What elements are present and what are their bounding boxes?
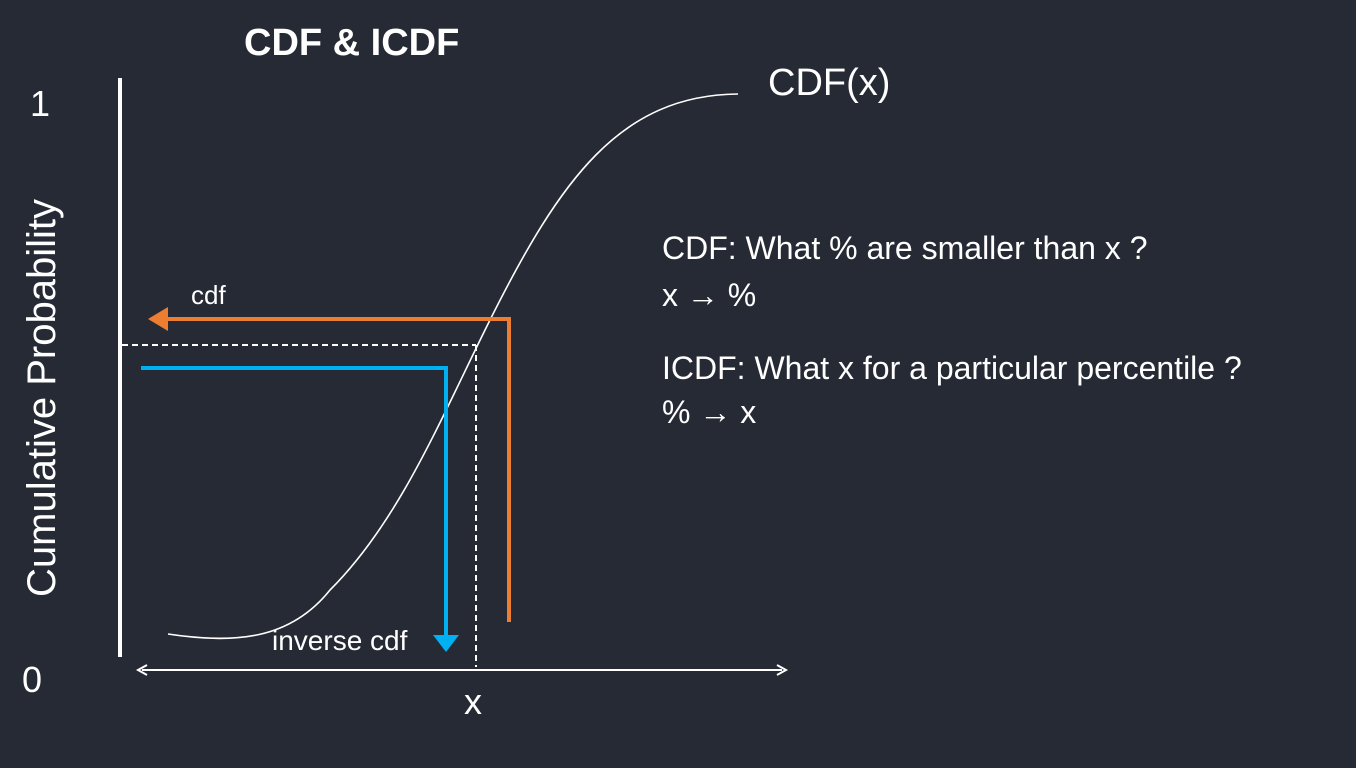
icdf-question-text: ICDF: What x for a particular percentile… <box>662 350 1242 386</box>
cdf-question-text: CDF: What % are smaller than x ? <box>662 230 1148 266</box>
diagram-title: CDF & ICDF <box>244 22 460 64</box>
inverse-cdf-arrowhead <box>433 635 459 652</box>
curve-label: CDF(x) <box>768 62 891 104</box>
inverse-cdf-arrow-path <box>141 366 448 636</box>
x-axis-label: x <box>464 681 482 722</box>
y-axis-max-label: 1 <box>30 83 51 124</box>
cdf-arrow-label: cdf <box>191 280 226 310</box>
y-axis-min-label: 0 <box>22 659 43 700</box>
x-axis-left-arrowhead <box>135 664 148 676</box>
cdf-mapping-text: x → % <box>662 277 757 313</box>
y-axis-title: Cumulative Probability <box>20 199 64 597</box>
cdf-curve <box>167 93 739 640</box>
x-axis-right-arrowhead <box>776 664 789 676</box>
cdf-arrow-path <box>166 317 511 622</box>
icdf-mapping-text: % → x <box>662 394 757 430</box>
cdf-arrowhead <box>148 307 168 331</box>
inverse-cdf-arrow-label: inverse cdf <box>272 625 408 656</box>
